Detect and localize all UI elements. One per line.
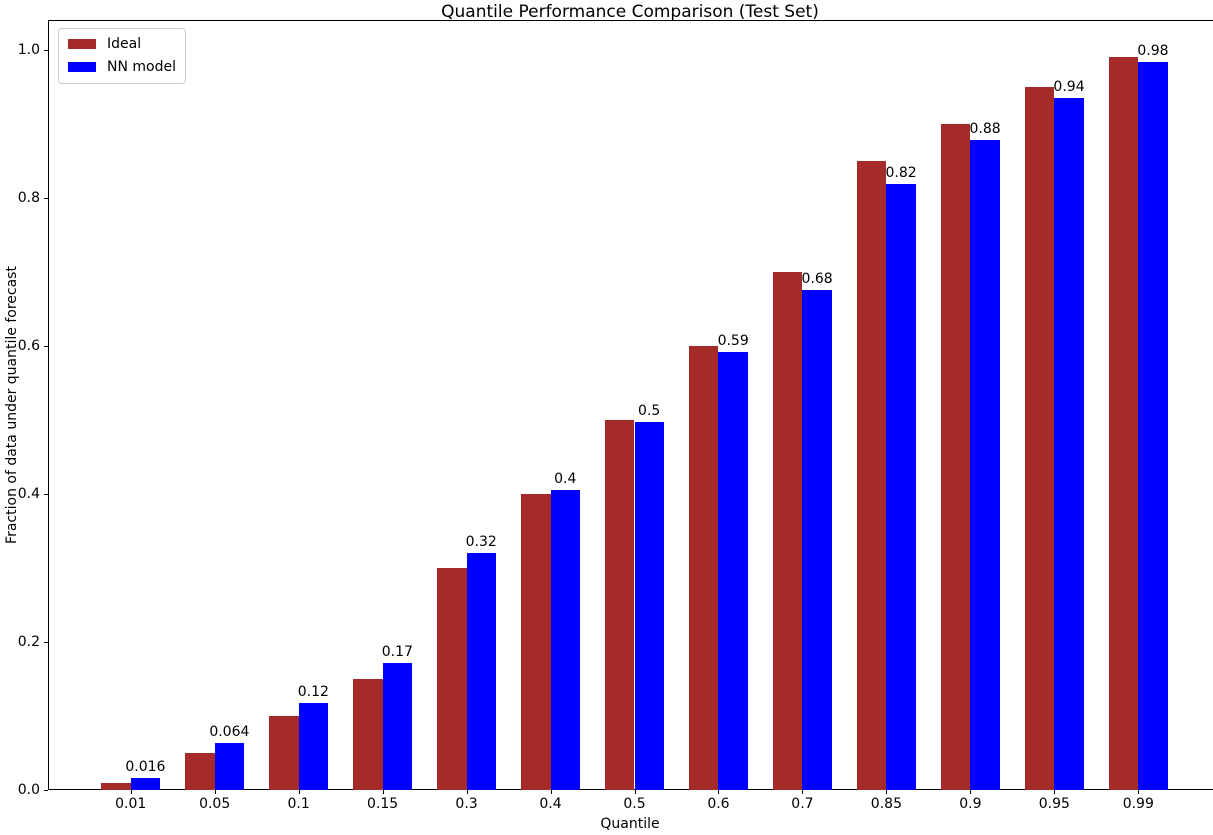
bar-value-label: 0.016	[125, 759, 166, 776]
x-axis-label: Quantile	[600, 816, 660, 832]
bar-value-label: 0.17	[381, 644, 413, 661]
bar-ideal	[689, 345, 719, 790]
x-tick-label: 0.1	[287, 796, 310, 812]
bar-value-label: 0.88	[969, 120, 1001, 137]
x-tick-label: 0.99	[1122, 796, 1154, 812]
bar-nn-model	[298, 702, 328, 790]
x-tick-label: 0.3	[455, 796, 478, 812]
y-tick-label: 0.8	[17, 189, 40, 206]
bar-ideal	[185, 752, 215, 790]
y-tick-label: 0.0	[17, 782, 40, 798]
chart-title: Quantile Performance Comparison (Test Se…	[441, 2, 819, 22]
x-tick-label: 0.7	[791, 796, 814, 812]
x-tick-mark	[886, 790, 888, 794]
legend-label-ideal: Ideal	[107, 36, 142, 52]
x-tick-mark	[382, 790, 384, 794]
x-tick-label: 0.85	[870, 796, 902, 812]
x-tick-label: 0.01	[115, 796, 147, 812]
x-tick-label: 0.15	[367, 796, 399, 812]
x-tick-label: 0.9	[959, 796, 982, 812]
bar-nn-model	[214, 742, 245, 790]
y-tick-mark	[44, 790, 48, 791]
x-tick-mark	[298, 790, 300, 794]
bar-nn-model	[382, 663, 412, 790]
legend-label-nn-model: NN model	[107, 58, 176, 75]
legend-swatch-nn-model	[68, 62, 96, 73]
bar-nn-model	[1138, 62, 1168, 790]
x-tick-mark	[802, 790, 804, 794]
bar-value-label: 0.98	[1137, 43, 1169, 60]
bar-value-label: 0.5	[638, 403, 661, 420]
y-tick-mark	[44, 197, 48, 199]
bar-ideal	[1024, 86, 1055, 790]
x-tick-mark	[550, 790, 552, 794]
bar-ideal	[605, 419, 635, 790]
y-axis-label: Fraction of data under quantile forecast	[4, 266, 20, 544]
bar-value-label: 0.32	[465, 534, 497, 551]
x-tick-mark	[130, 790, 132, 794]
bar-value-label: 0.12	[297, 683, 329, 700]
x-tick-mark	[466, 790, 468, 794]
x-tick-label: 0.5	[623, 796, 646, 812]
x-tick-mark	[970, 790, 972, 794]
bar-ideal	[353, 678, 383, 790]
x-tick-mark	[1054, 790, 1056, 794]
bar-nn-model	[886, 184, 916, 790]
legend: Ideal NN model	[58, 28, 186, 84]
x-tick-label: 0.6	[707, 796, 730, 812]
bar-nn-model	[1054, 97, 1084, 790]
legend-swatch-ideal	[68, 39, 96, 50]
bar-ideal	[857, 160, 887, 790]
y-tick-label: 1.0	[17, 41, 40, 58]
x-tick-mark	[634, 790, 636, 794]
y-tick-label: 0.2	[17, 633, 40, 650]
y-tick-mark	[44, 493, 48, 495]
x-tick-label: 0.05	[199, 796, 231, 812]
bar-nn-model	[634, 422, 664, 790]
bar-value-label: 0.82	[885, 165, 917, 182]
bar-ideal	[521, 493, 551, 790]
bar-nn-model	[802, 290, 832, 790]
bar-nn-model	[718, 351, 748, 790]
bar-ideal	[101, 782, 131, 790]
y-tick-mark	[44, 641, 48, 643]
x-tick-mark	[718, 790, 720, 794]
y-tick-label: 0.4	[17, 485, 40, 502]
y-tick-mark	[44, 345, 48, 347]
bar-ideal	[940, 123, 971, 790]
y-tick-mark	[44, 49, 48, 51]
bar-ideal	[269, 715, 299, 790]
bar-value-label: 0.064	[209, 723, 250, 740]
bar-value-label: 0.68	[801, 271, 833, 288]
bar-ideal	[773, 271, 803, 790]
legend-item-ideal: Ideal	[68, 36, 176, 53]
x-tick-mark	[214, 790, 216, 794]
y-tick-label: 0.6	[17, 337, 40, 354]
x-tick-label: 0.4	[539, 796, 562, 812]
bar-ideal	[1108, 57, 1139, 790]
bar-ideal	[437, 567, 467, 790]
bar-value-label: 0.94	[1053, 78, 1085, 95]
bar-value-label: 0.59	[717, 332, 749, 349]
x-tick-mark	[1138, 790, 1140, 794]
bar-nn-model	[466, 553, 496, 790]
bar-nn-model	[550, 490, 580, 790]
bar-value-label: 0.4	[554, 471, 577, 488]
bar-nn-model	[970, 139, 1000, 790]
bar-nn-model	[130, 778, 161, 790]
legend-item-nn-model: NN model	[68, 59, 176, 76]
x-tick-label: 0.95	[1038, 796, 1070, 812]
